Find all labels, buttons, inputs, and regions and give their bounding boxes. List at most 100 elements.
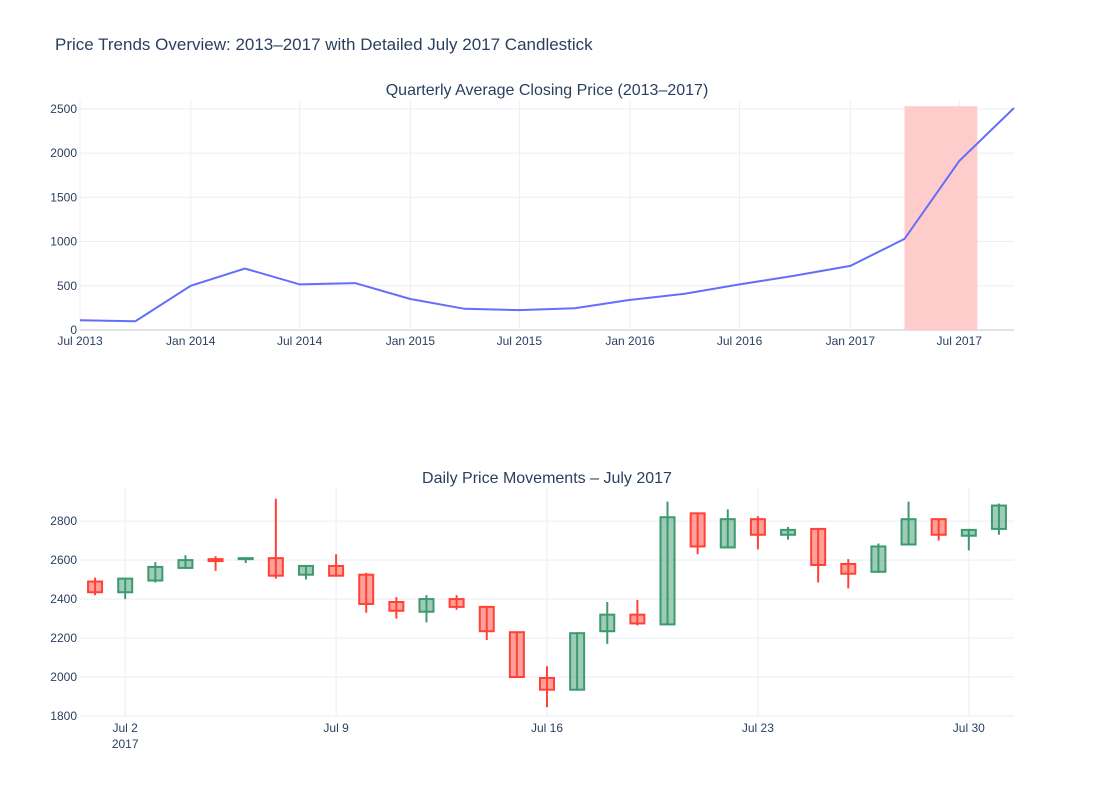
x-tick-label: Jul 2015 bbox=[497, 334, 543, 348]
candle-body bbox=[900, 518, 917, 546]
candle bbox=[810, 527, 827, 583]
x-tick-label: Jul 2 bbox=[113, 721, 139, 735]
y-tick-label: 2400 bbox=[50, 592, 77, 606]
x-tick-label: Jul 2014 bbox=[277, 334, 323, 348]
candle bbox=[508, 631, 525, 679]
candle bbox=[207, 556, 224, 571]
candle-body bbox=[207, 558, 224, 563]
x-tick-label: Jul 23 bbox=[742, 721, 774, 735]
candle-body bbox=[780, 528, 797, 536]
line-panel-gridlines bbox=[79, 100, 1014, 331]
candle-body bbox=[569, 632, 586, 691]
candle bbox=[840, 559, 857, 589]
candle bbox=[177, 555, 194, 569]
candle-body bbox=[147, 565, 164, 582]
candle-body bbox=[358, 573, 375, 605]
candle bbox=[388, 597, 405, 619]
candle-body bbox=[930, 518, 947, 536]
candle bbox=[297, 564, 314, 580]
candle bbox=[900, 501, 917, 546]
candle-body bbox=[749, 518, 766, 536]
candle bbox=[569, 632, 586, 691]
x-tick-label: Jul 30 bbox=[953, 721, 985, 735]
candle-body bbox=[629, 613, 646, 625]
candle bbox=[870, 543, 887, 573]
candle-body bbox=[810, 527, 827, 566]
candle bbox=[749, 516, 766, 550]
candle-body bbox=[388, 601, 405, 612]
y-tick-label: 1000 bbox=[50, 235, 77, 249]
candle bbox=[599, 602, 616, 644]
candles bbox=[87, 498, 1007, 708]
highlight-region bbox=[904, 106, 978, 330]
y-tick-label: 0 bbox=[70, 323, 77, 337]
y-tick-label: 500 bbox=[57, 279, 77, 293]
candlestick-panel-title: Daily Price Movements – July 2017 bbox=[422, 470, 672, 487]
figure-title: Price Trends Overview: 2013–2017 with De… bbox=[55, 35, 593, 54]
x-tick-label: Jan 2015 bbox=[386, 334, 436, 348]
candle-body bbox=[990, 504, 1007, 530]
candle bbox=[719, 509, 736, 549]
candle bbox=[117, 577, 134, 600]
x-tick-label-year: 2017 bbox=[112, 737, 139, 751]
candle-body bbox=[840, 563, 857, 575]
candle bbox=[478, 605, 495, 640]
x-tick-label: Jan 2016 bbox=[605, 334, 655, 348]
candle bbox=[780, 526, 797, 540]
candle bbox=[358, 572, 375, 613]
line-panel-title: Quarterly Average Closing Price (2013–20… bbox=[386, 82, 709, 99]
y-tick-label: 2200 bbox=[50, 631, 77, 645]
y-tick-label: 2500 bbox=[50, 102, 77, 116]
candle-body bbox=[418, 598, 435, 613]
y-tick-label: 2000 bbox=[50, 146, 77, 160]
candle bbox=[328, 554, 345, 577]
candlestick-panel: Daily Price Movements – July 2017 1800 20… bbox=[50, 470, 1014, 751]
y-tick-label: 2000 bbox=[50, 670, 77, 684]
y-tick-label: 1800 bbox=[50, 709, 77, 723]
line-panel: Quarterly Average Closing Price (2013–20… bbox=[50, 82, 1015, 348]
candle-body bbox=[117, 577, 134, 594]
candle bbox=[629, 600, 646, 626]
candle-body bbox=[508, 631, 525, 679]
candle-body bbox=[237, 557, 254, 561]
candle-body bbox=[870, 545, 887, 573]
candle-body bbox=[478, 605, 495, 633]
candle bbox=[930, 518, 947, 541]
candle-body bbox=[689, 512, 706, 548]
y-tick-label: 2600 bbox=[50, 553, 77, 567]
line-panel-y-axis: 0 500 1000 1500 2000 2500 bbox=[50, 102, 77, 337]
candle-body bbox=[448, 598, 465, 608]
y-tick-label: 1500 bbox=[50, 190, 77, 204]
candle bbox=[147, 562, 164, 583]
x-tick-label: Jan 2017 bbox=[826, 334, 876, 348]
candle bbox=[267, 498, 284, 579]
x-tick-label: Jul 2013 bbox=[57, 334, 103, 348]
candle bbox=[960, 528, 977, 551]
candle-body bbox=[267, 557, 284, 577]
candle bbox=[237, 557, 254, 564]
candle-body bbox=[659, 516, 676, 626]
x-tick-label: Jul 2016 bbox=[717, 334, 763, 348]
candle bbox=[448, 595, 465, 610]
candle-body bbox=[177, 559, 194, 569]
x-tick-label: Jul 9 bbox=[323, 721, 349, 735]
y-tick-label: 2800 bbox=[50, 514, 77, 528]
x-tick-label: Jul 16 bbox=[531, 721, 563, 735]
x-tick-label: Jul 2017 bbox=[937, 334, 983, 348]
candle-body bbox=[599, 613, 616, 633]
candle-body bbox=[960, 528, 977, 537]
candle bbox=[418, 595, 435, 623]
line-panel-x-axis: Jul 2013 Jan 2014 Jul 2014 Jan 2015 Jul 2015… bbox=[57, 334, 982, 348]
candle-body bbox=[328, 564, 345, 577]
candlestick-panel-x-axis: Jul 2 2017 Jul 9 Jul 16 Jul 23 Jul 30 bbox=[112, 721, 985, 751]
candle bbox=[990, 503, 1007, 535]
candle bbox=[659, 501, 676, 626]
candle bbox=[539, 666, 555, 708]
candlestick-panel-y-axis: 1800 2000 2200 2400 2600 2800 bbox=[50, 514, 77, 723]
x-tick-label: Jan 2014 bbox=[166, 334, 216, 348]
candle-body bbox=[539, 677, 555, 691]
candle bbox=[87, 577, 104, 596]
candle-body bbox=[297, 564, 314, 576]
candle-body bbox=[719, 518, 736, 549]
